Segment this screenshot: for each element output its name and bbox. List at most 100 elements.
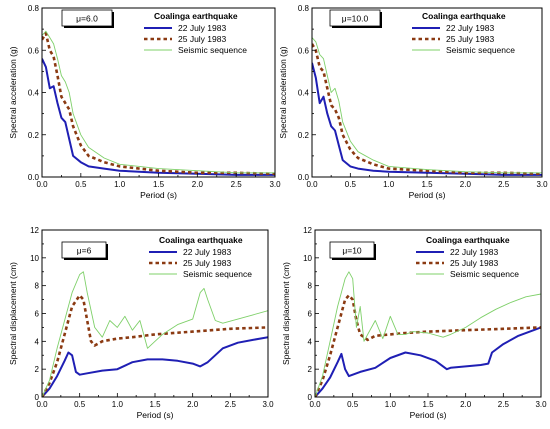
legend-title: Coalinga earthquake: [422, 11, 506, 21]
y-tick-label: 0.6: [298, 46, 310, 55]
x-tick-label: 2.0: [192, 180, 204, 189]
legend-label-22-july-1983: 22 July 1983: [178, 23, 226, 33]
x-axis-title: Period (s): [410, 410, 447, 420]
y-tick-label: 4: [308, 337, 313, 346]
legend-label-22-july-1983: 22 July 1983: [183, 247, 231, 257]
x-tick-label: 0.5: [74, 400, 86, 409]
legend-label-seismic-sequence: Seismic sequence: [446, 45, 515, 55]
x-tick-label: 2.5: [225, 400, 237, 409]
x-tick-label: 2.5: [231, 180, 243, 189]
x-tick-label: 0.0: [309, 400, 321, 409]
x-tick-label: 1.0: [383, 180, 395, 189]
y-tick-label: 4: [35, 337, 40, 346]
x-tick-label: 0.5: [345, 180, 357, 189]
mu-label: μ=6.0: [76, 14, 98, 24]
legend-label-25-july-1983: 25 July 1983: [450, 258, 498, 268]
mu-label-box: [61, 241, 107, 259]
legend-label-22-july-1983: 22 July 1983: [450, 247, 498, 257]
y-tick-label: 0.2: [298, 131, 310, 140]
series-line-seismic-sequence: [42, 30, 275, 174]
series-line-25-july-1983: [42, 294, 268, 397]
panel-spectral-acceleration-mu10: 0.0 0.5 1.0 1.5 2.0 2.5 3.0 0.0 0.2 0.4 0.6 0.8 Peri…: [278, 4, 548, 200]
y-tick-label: 0.4: [28, 89, 40, 98]
y-tick-label: 12: [303, 226, 312, 235]
y-tick-label: 10: [30, 254, 39, 263]
x-tick-label: 3.0: [536, 180, 548, 189]
series-line-seismic-sequence: [315, 271, 541, 397]
mu-label-box: [329, 241, 375, 259]
x-tick-label: 0.0: [36, 180, 48, 189]
legend-label-seismic-sequence: Seismic sequence: [183, 269, 252, 279]
series-line-22-july-1983: [42, 336, 268, 397]
y-tick-label: 0.0: [28, 173, 40, 182]
y-tick-label: 0.6: [28, 46, 40, 55]
x-tick-label: 1.5: [149, 400, 161, 409]
panel-spectral-displacement-mu10: 0.0 0.5 1.0 1.5 2.0 2.5 3.0 0 2 4 6 8 10 12 Period (s)…: [281, 226, 547, 420]
legend-label-25-july-1983: 25 July 1983: [178, 34, 226, 44]
mu-label-box: [61, 9, 113, 27]
y-tick-label: 0.8: [298, 4, 310, 13]
x-tick-label: 3.0: [269, 180, 281, 189]
x-tick-label: 1.0: [385, 400, 397, 409]
mu-label: μ=10.0: [342, 14, 369, 24]
y-axis-title: Spectral acceleration (g): [8, 46, 18, 138]
mu-label: μ=6: [77, 246, 92, 256]
x-tick-label: 2.0: [460, 180, 472, 189]
panel-spectral-acceleration-mu6: 0.0 0.5 1.0 1.5 2.0 2.5 3.0 0.0 0.2 0.4 0.6 0.8 Peri…: [8, 4, 281, 200]
series-line-22-july-1983: [312, 62, 542, 176]
y-tick-label: 0.8: [28, 4, 40, 13]
y-tick-label: 0: [35, 393, 40, 402]
x-tick-label: 0.0: [36, 400, 48, 409]
plot-frame: [311, 7, 543, 178]
y-tick-label: 0.4: [298, 89, 310, 98]
x-tick-label: 0.5: [75, 180, 87, 189]
series-line-22-july-1983: [315, 326, 541, 397]
legend-label-25-july-1983: 25 July 1983: [446, 34, 494, 44]
y-tick-label: 8: [308, 282, 313, 291]
series-line-25-july-1983: [312, 43, 542, 176]
plot-frame: [41, 7, 276, 178]
x-tick-label: 2.5: [498, 400, 510, 409]
x-tick-label: 1.0: [114, 180, 126, 189]
x-tick-label: 1.5: [422, 400, 434, 409]
x-tick-label: 1.5: [421, 180, 433, 189]
legend-label-22-july-1983: 22 July 1983: [446, 23, 494, 33]
y-tick-label: 12: [30, 226, 39, 235]
mu-label: μ=10: [342, 246, 362, 256]
legend-title: Coalinga earthquake: [426, 235, 510, 245]
panel-spectral-displacement-mu6: 0.0 0.5 1.0 1.5 2.0 2.5 3.0 0 2 4 6 8 10 12 Period (s)…: [8, 226, 274, 420]
series-line-22-july-1983: [42, 58, 275, 176]
legend-title: Coalinga earthquake: [159, 235, 243, 245]
y-tick-label: 2: [308, 365, 313, 374]
y-axis-title: Spectral acceleration (g): [278, 46, 288, 138]
x-tick-label: 1.5: [153, 180, 165, 189]
y-tick-label: 6: [35, 310, 40, 319]
y-tick-label: 8: [35, 282, 40, 291]
y-axis-title: Spectral displacement (cm): [8, 262, 18, 365]
x-tick-label: 2.0: [460, 400, 472, 409]
x-tick-label: 1.0: [112, 400, 124, 409]
y-axis-title: Spectral displacement (cm): [281, 262, 291, 365]
y-tick-label: 0: [308, 393, 313, 402]
x-tick-label: 3.0: [262, 400, 274, 409]
series-line-seismic-sequence: [42, 271, 268, 397]
y-tick-label: 0.0: [298, 173, 310, 182]
y-tick-label: 0.2: [28, 131, 40, 140]
series-line-seismic-sequence: [312, 37, 542, 174]
x-tick-label: 0.0: [306, 180, 318, 189]
x-axis-title: Period (s): [140, 190, 177, 200]
y-tick-label: 10: [303, 254, 312, 263]
y-tick-label: 6: [308, 310, 313, 319]
legend-label-25-july-1983: 25 July 1983: [183, 258, 231, 268]
series-line-25-july-1983: [42, 31, 275, 176]
x-axis-title: Period (s): [137, 410, 174, 420]
x-tick-label: 2.0: [187, 400, 199, 409]
x-axis-title: Period (s): [409, 190, 446, 200]
series-line-25-july-1983: [315, 294, 541, 397]
legend-label-seismic-sequence: Seismic sequence: [450, 269, 519, 279]
y-tick-label: 2: [35, 365, 40, 374]
x-tick-label: 0.5: [347, 400, 359, 409]
x-tick-label: 2.5: [498, 180, 510, 189]
x-tick-label: 3.0: [535, 400, 547, 409]
